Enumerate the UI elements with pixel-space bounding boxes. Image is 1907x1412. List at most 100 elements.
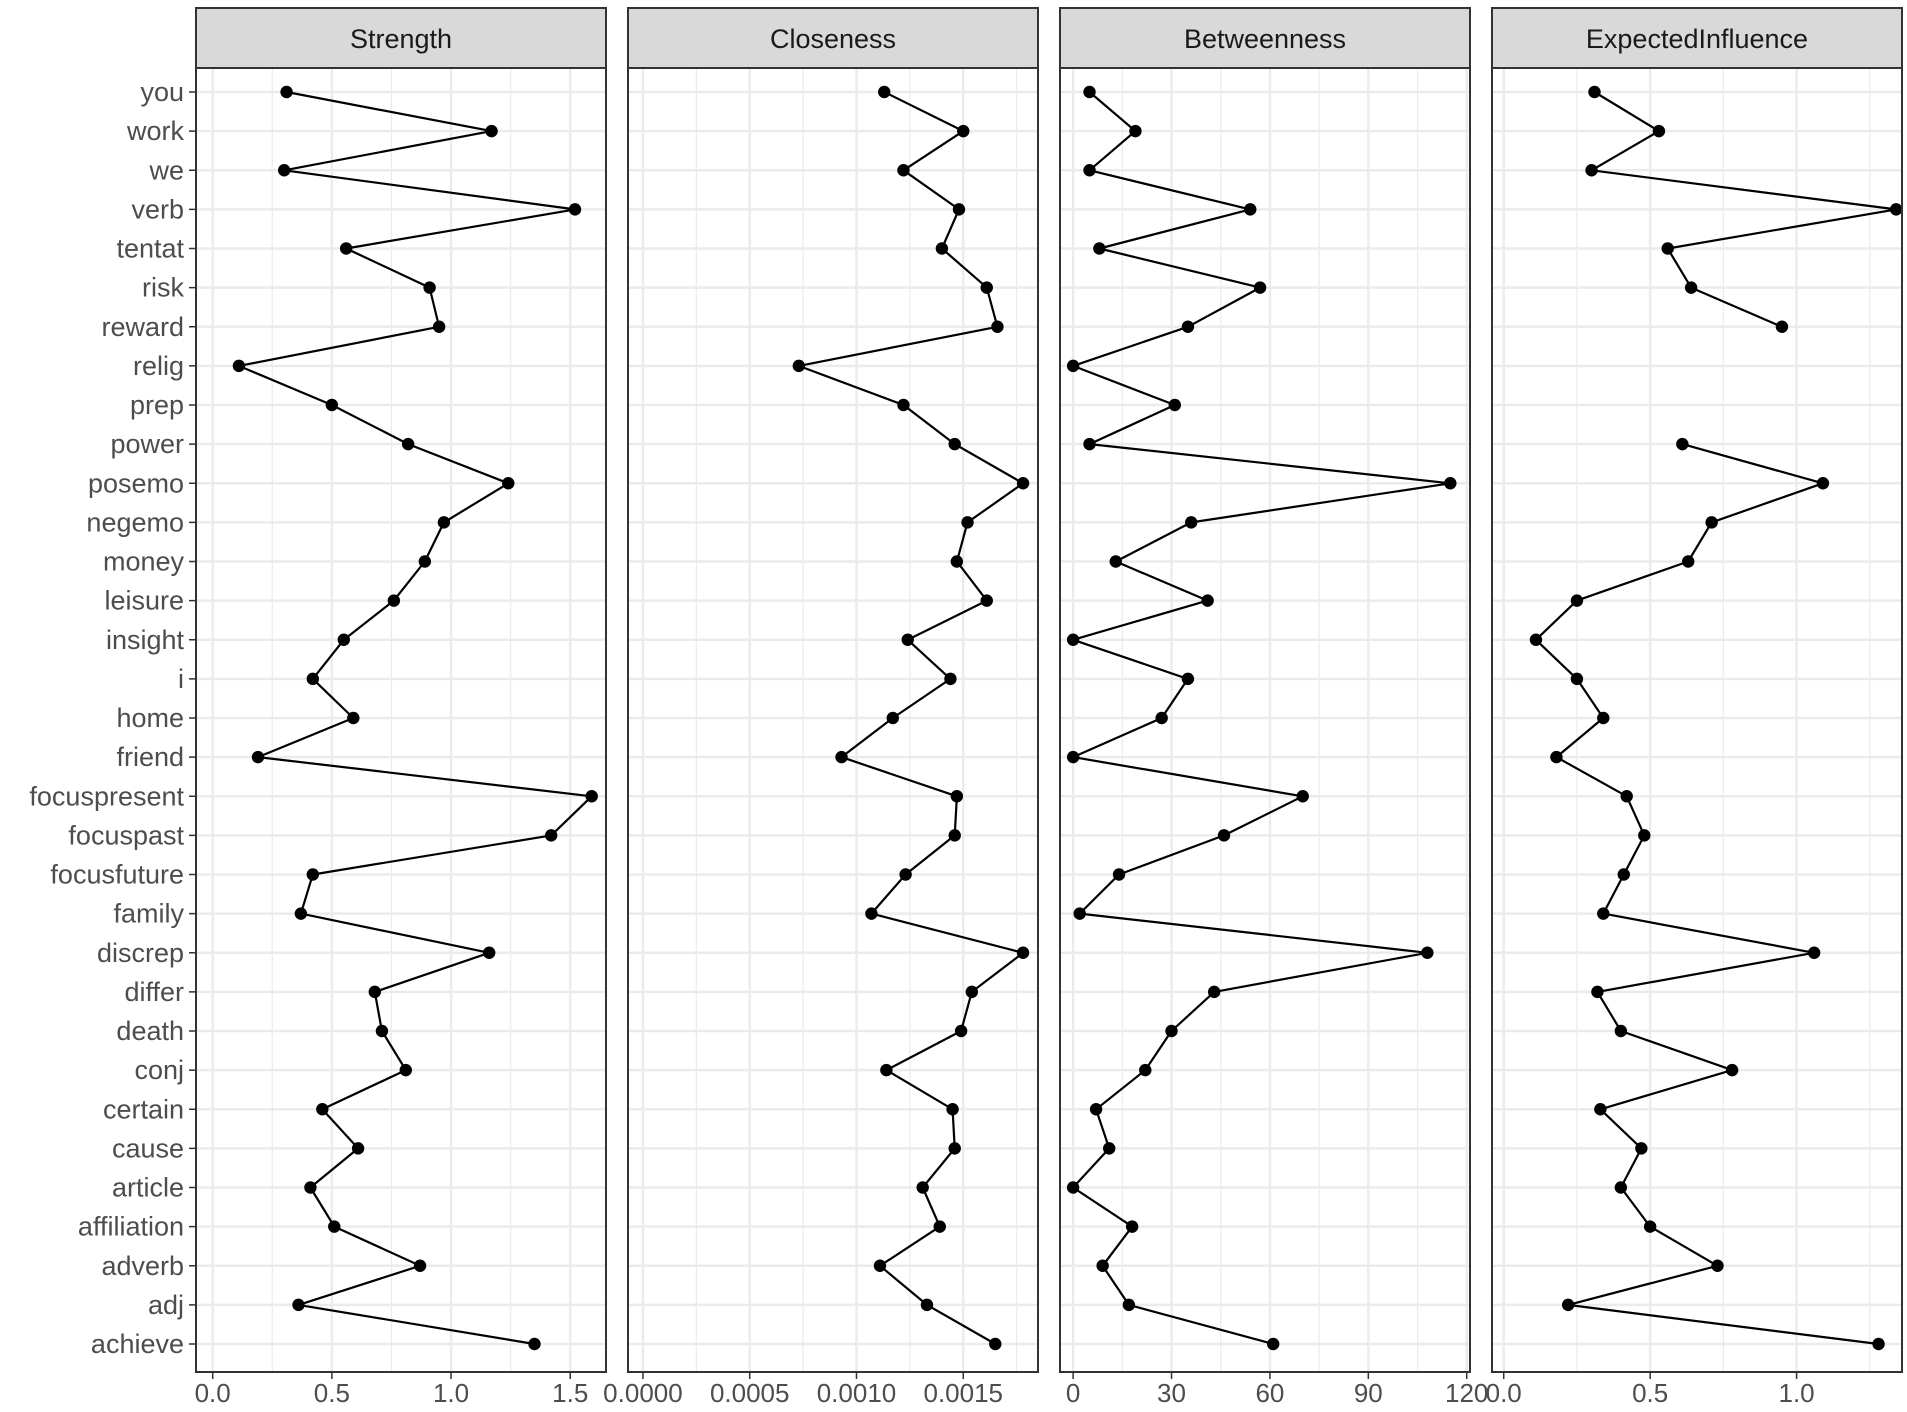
y-tick-label-negemo: negemo — [86, 507, 184, 537]
x-tick-label-betweenness: 120 — [1445, 1378, 1488, 1408]
data-point-achieve — [989, 1337, 1002, 1351]
data-point-tentat — [339, 242, 353, 255]
data-point-home — [1597, 711, 1610, 725]
data-point-verb — [568, 203, 582, 216]
data-point-money — [1109, 555, 1122, 568]
data-point-posemo — [502, 477, 515, 490]
data-point-power — [1676, 437, 1689, 451]
data-point-cause — [351, 1142, 365, 1155]
data-point-differ — [1207, 985, 1221, 999]
y-tick-label-you: you — [140, 77, 184, 107]
y-tick-label-affiliation: affiliation — [78, 1212, 184, 1242]
data-point-friend — [1066, 750, 1080, 764]
data-point-you — [1588, 85, 1601, 99]
data-point-focuspast — [544, 829, 558, 842]
data-point-i — [1570, 672, 1584, 686]
data-point-risk — [1684, 281, 1698, 294]
data-point-affiliation — [1643, 1220, 1657, 1233]
data-point-power — [401, 437, 415, 451]
data-point-discrep — [1807, 946, 1821, 959]
data-point-certain — [1594, 1103, 1607, 1116]
data-point-reward — [1775, 320, 1789, 333]
x-tick-label-strength: 1.5 — [552, 1378, 588, 1408]
data-point-adverb — [1711, 1259, 1724, 1272]
y-tick-label-friend: friend — [116, 742, 184, 772]
y-tick-label-focusfuture: focusfuture — [50, 860, 184, 890]
panel-strength: Strength 0.0 0.5 1.0 1.5 — [195, 7, 607, 1408]
series-line-segment-2 — [1534, 443, 1879, 1346]
x-tick-label-betweenness: 90 — [1354, 1378, 1383, 1408]
data-point-you — [878, 85, 891, 99]
x-tick-label-expectedinfluence: 1.0 — [1778, 1378, 1814, 1408]
data-point-differ — [1591, 985, 1604, 999]
y-tick-label-work: work — [126, 116, 185, 146]
y-tick-label-cause: cause — [112, 1133, 184, 1163]
y-tick-label-reward: reward — [101, 312, 184, 342]
data-point-friend — [1550, 750, 1563, 764]
x-tick-label-betweenness: 60 — [1255, 1378, 1284, 1408]
panel-background — [628, 68, 1038, 1372]
y-tick-label-differ: differ — [124, 977, 184, 1007]
data-point-family — [1073, 907, 1086, 920]
data-point-prep — [1168, 398, 1182, 412]
data-point-discrep — [482, 946, 496, 959]
y-axis: you work we verb tentat risk reward relig prep po… — [29, 77, 196, 1359]
x-tick-label-closeness: 0.0005 — [710, 1378, 790, 1408]
data-point-focuspresent — [1296, 790, 1309, 803]
data-point-work — [1652, 124, 1666, 138]
data-point-i — [1181, 672, 1195, 686]
data-point-adj — [920, 1298, 934, 1312]
data-point-death — [375, 1024, 389, 1038]
data-point-i — [944, 672, 957, 686]
data-point-article — [916, 1181, 929, 1194]
strip-title-betweenness: Betweenness — [1184, 24, 1346, 54]
y-tick-label-risk: risk — [142, 273, 184, 303]
data-point-death — [954, 1024, 968, 1038]
data-point-conj — [1139, 1063, 1152, 1077]
strip-background — [195, 7, 607, 69]
data-point-insight — [1529, 633, 1543, 646]
data-point-death — [1614, 1024, 1628, 1038]
data-point-negemo — [437, 516, 451, 529]
data-point-certain — [316, 1103, 329, 1116]
data-point-adj — [1561, 1298, 1575, 1312]
data-point-money — [1682, 555, 1695, 568]
data-point-risk — [980, 281, 993, 294]
data-point-achieve — [1267, 1337, 1280, 1351]
data-point-verb — [952, 203, 966, 216]
data-point-conj — [399, 1063, 412, 1077]
data-point-negemo — [1705, 516, 1718, 529]
data-point-friend — [835, 750, 848, 764]
data-point-leisure — [387, 594, 401, 607]
y-tick-label-adverb: adverb — [101, 1251, 184, 1281]
data-point-work — [1129, 124, 1142, 138]
data-point-certain — [1089, 1103, 1103, 1116]
x-tick-label-betweenness: 30 — [1157, 1378, 1186, 1408]
data-point-tentat — [1661, 242, 1674, 255]
data-point-insight — [1066, 633, 1080, 646]
data-point-focuspast — [1638, 829, 1651, 842]
data-point-differ — [965, 985, 979, 999]
data-point-insight — [337, 633, 350, 646]
data-point-posemo — [1016, 477, 1030, 490]
data-point-posemo — [1816, 477, 1830, 490]
data-point-we — [1083, 164, 1096, 177]
strip-title-strength: Strength — [350, 24, 452, 54]
data-point-adj — [292, 1298, 305, 1312]
data-point-relig — [1066, 359, 1080, 373]
y-tick-label-article: article — [112, 1173, 184, 1203]
data-point-money — [950, 555, 964, 568]
data-point-focuspast — [948, 829, 961, 842]
data-point-reward — [1181, 320, 1195, 333]
data-point-conj — [1725, 1063, 1739, 1077]
data-point-you — [1083, 85, 1096, 99]
data-point-friend — [251, 750, 265, 764]
y-tick-label-insight: insight — [106, 625, 185, 655]
data-point-focusfuture — [306, 868, 320, 881]
panel-background — [1492, 68, 1902, 1372]
data-point-focuspast — [1217, 829, 1231, 842]
y-tick-label-money: money — [103, 547, 185, 577]
strip-title-closeness: Closeness — [770, 24, 896, 54]
x-tick-label-expectedinfluence: 0.0 — [1486, 1378, 1522, 1408]
